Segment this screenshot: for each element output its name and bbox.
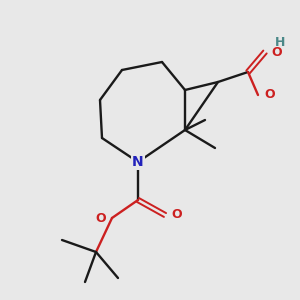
- Text: H: H: [275, 35, 285, 49]
- Text: O: O: [95, 212, 106, 224]
- Text: O: O: [171, 208, 181, 221]
- Text: O: O: [271, 46, 282, 59]
- Text: N: N: [132, 155, 144, 169]
- Text: O: O: [264, 88, 274, 101]
